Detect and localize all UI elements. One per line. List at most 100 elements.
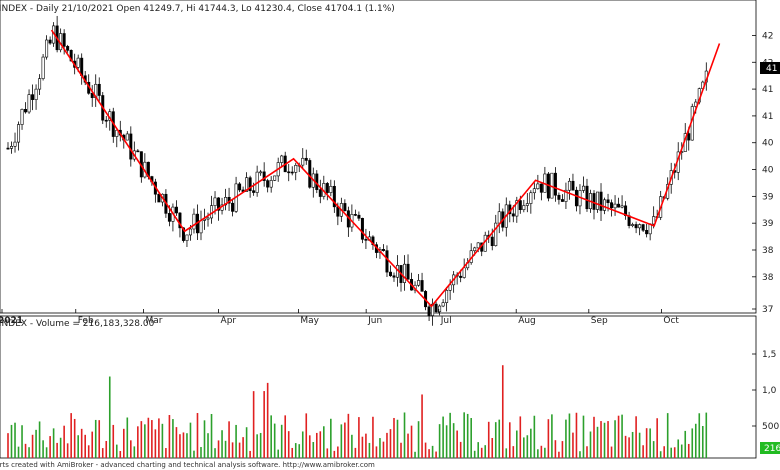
volume-bar: [691, 428, 694, 458]
volume-bar: [337, 446, 339, 458]
candle-body: [301, 157, 305, 166]
volume-bar: [445, 425, 448, 458]
volume-bar: [172, 419, 174, 458]
volume-bar: [168, 415, 171, 458]
candle-body: [231, 202, 235, 212]
candle-body: [66, 46, 70, 51]
candle-body: [238, 183, 242, 191]
volume-pane: [0, 315, 757, 459]
volume-bar: [638, 432, 641, 458]
volume-bar: [59, 437, 62, 458]
candle-body: [388, 271, 392, 277]
volume-bar: [91, 431, 94, 458]
volume-bar: [652, 441, 655, 458]
volume-bar: [126, 417, 129, 458]
candle-body: [262, 171, 266, 181]
candle-body: [603, 199, 607, 211]
volume-bar: [663, 446, 665, 458]
volume-bar: [73, 418, 76, 458]
volume-bar: [231, 442, 234, 458]
volume-bar: [238, 442, 241, 458]
volume-bar: [10, 424, 13, 458]
candle-body: [357, 214, 361, 219]
candle-body: [381, 249, 385, 251]
volume-bar: [17, 446, 20, 458]
candle-body: [634, 224, 638, 229]
volume-bar: [414, 451, 416, 458]
volume-bar: [624, 435, 627, 458]
volume-bar: [161, 423, 164, 458]
volume-bar: [379, 438, 381, 458]
candle-body: [553, 172, 557, 196]
candle-body: [10, 146, 14, 149]
x-tick-label: Oct: [663, 316, 679, 326]
volume-bar: [7, 433, 9, 458]
x-tick-label: Jul: [440, 316, 452, 326]
candle-body: [617, 203, 621, 208]
volume-bar: [84, 434, 86, 458]
candle-body: [462, 267, 466, 278]
volume-bar: [473, 450, 476, 458]
candle-body: [269, 180, 273, 188]
candle-body: [38, 78, 42, 90]
volume-bar: [298, 444, 301, 458]
volume-bar: [140, 421, 143, 458]
volume-bar: [235, 424, 237, 458]
candle-body: [210, 205, 214, 219]
volume-bar: [200, 447, 202, 458]
volume-bar: [372, 416, 374, 458]
candle-body: [41, 56, 45, 79]
volume-bar: [403, 412, 406, 458]
volume-bar: [449, 412, 451, 458]
volume-bar: [98, 420, 101, 458]
last-price-label: 41: [766, 64, 777, 74]
candle-body: [441, 302, 445, 307]
candle-body: [27, 94, 31, 113]
volume-bar: [417, 421, 420, 458]
volume-bar: [319, 431, 322, 458]
candle-body: [511, 213, 515, 217]
volume-bar: [540, 445, 543, 458]
y-tick-label: 42: [762, 31, 773, 41]
x-tick-label: 2021: [0, 316, 23, 326]
volume-bar: [526, 435, 529, 458]
candle-body: [392, 275, 396, 278]
volume-bar: [186, 433, 188, 458]
volume-y-tick-label: 1,0: [762, 386, 777, 396]
volume-bar: [614, 420, 616, 458]
volume-bar: [687, 443, 690, 458]
candle-body: [360, 217, 364, 240]
candle-body: [90, 92, 94, 98]
candle-body: [157, 193, 161, 203]
candle-body: [476, 242, 480, 249]
candle-body: [213, 197, 217, 206]
volume-bar: [105, 440, 108, 458]
candle-body: [76, 57, 80, 68]
candle-body: [529, 192, 533, 204]
volume-bar: [400, 442, 402, 458]
volume-bar: [249, 450, 251, 458]
candle-body: [585, 185, 589, 210]
candle-body: [287, 171, 291, 174]
volume-bar: [245, 427, 248, 458]
candle-body: [606, 199, 610, 203]
volume-y-tick-label: 1,5: [762, 350, 776, 360]
candle-body: [17, 124, 21, 143]
candle-body: [687, 133, 691, 141]
candle-body: [325, 183, 329, 193]
volume-bar: [680, 444, 683, 458]
volume-bar: [273, 423, 276, 458]
volume-bar: [477, 442, 480, 458]
x-tick-label: Feb: [78, 316, 94, 326]
volume-bar: [287, 431, 290, 458]
candle-body: [434, 303, 438, 313]
y-tick-label: 39: [762, 219, 774, 229]
volume-bar: [347, 413, 350, 458]
volume-bar: [635, 416, 637, 458]
x-tick-label: Jun: [367, 316, 382, 326]
candle-body: [497, 211, 501, 224]
volume-bar: [24, 443, 27, 458]
volume-bar: [494, 422, 497, 458]
zigzag-layer: [50, 29, 721, 308]
volume-bar: [326, 448, 329, 458]
